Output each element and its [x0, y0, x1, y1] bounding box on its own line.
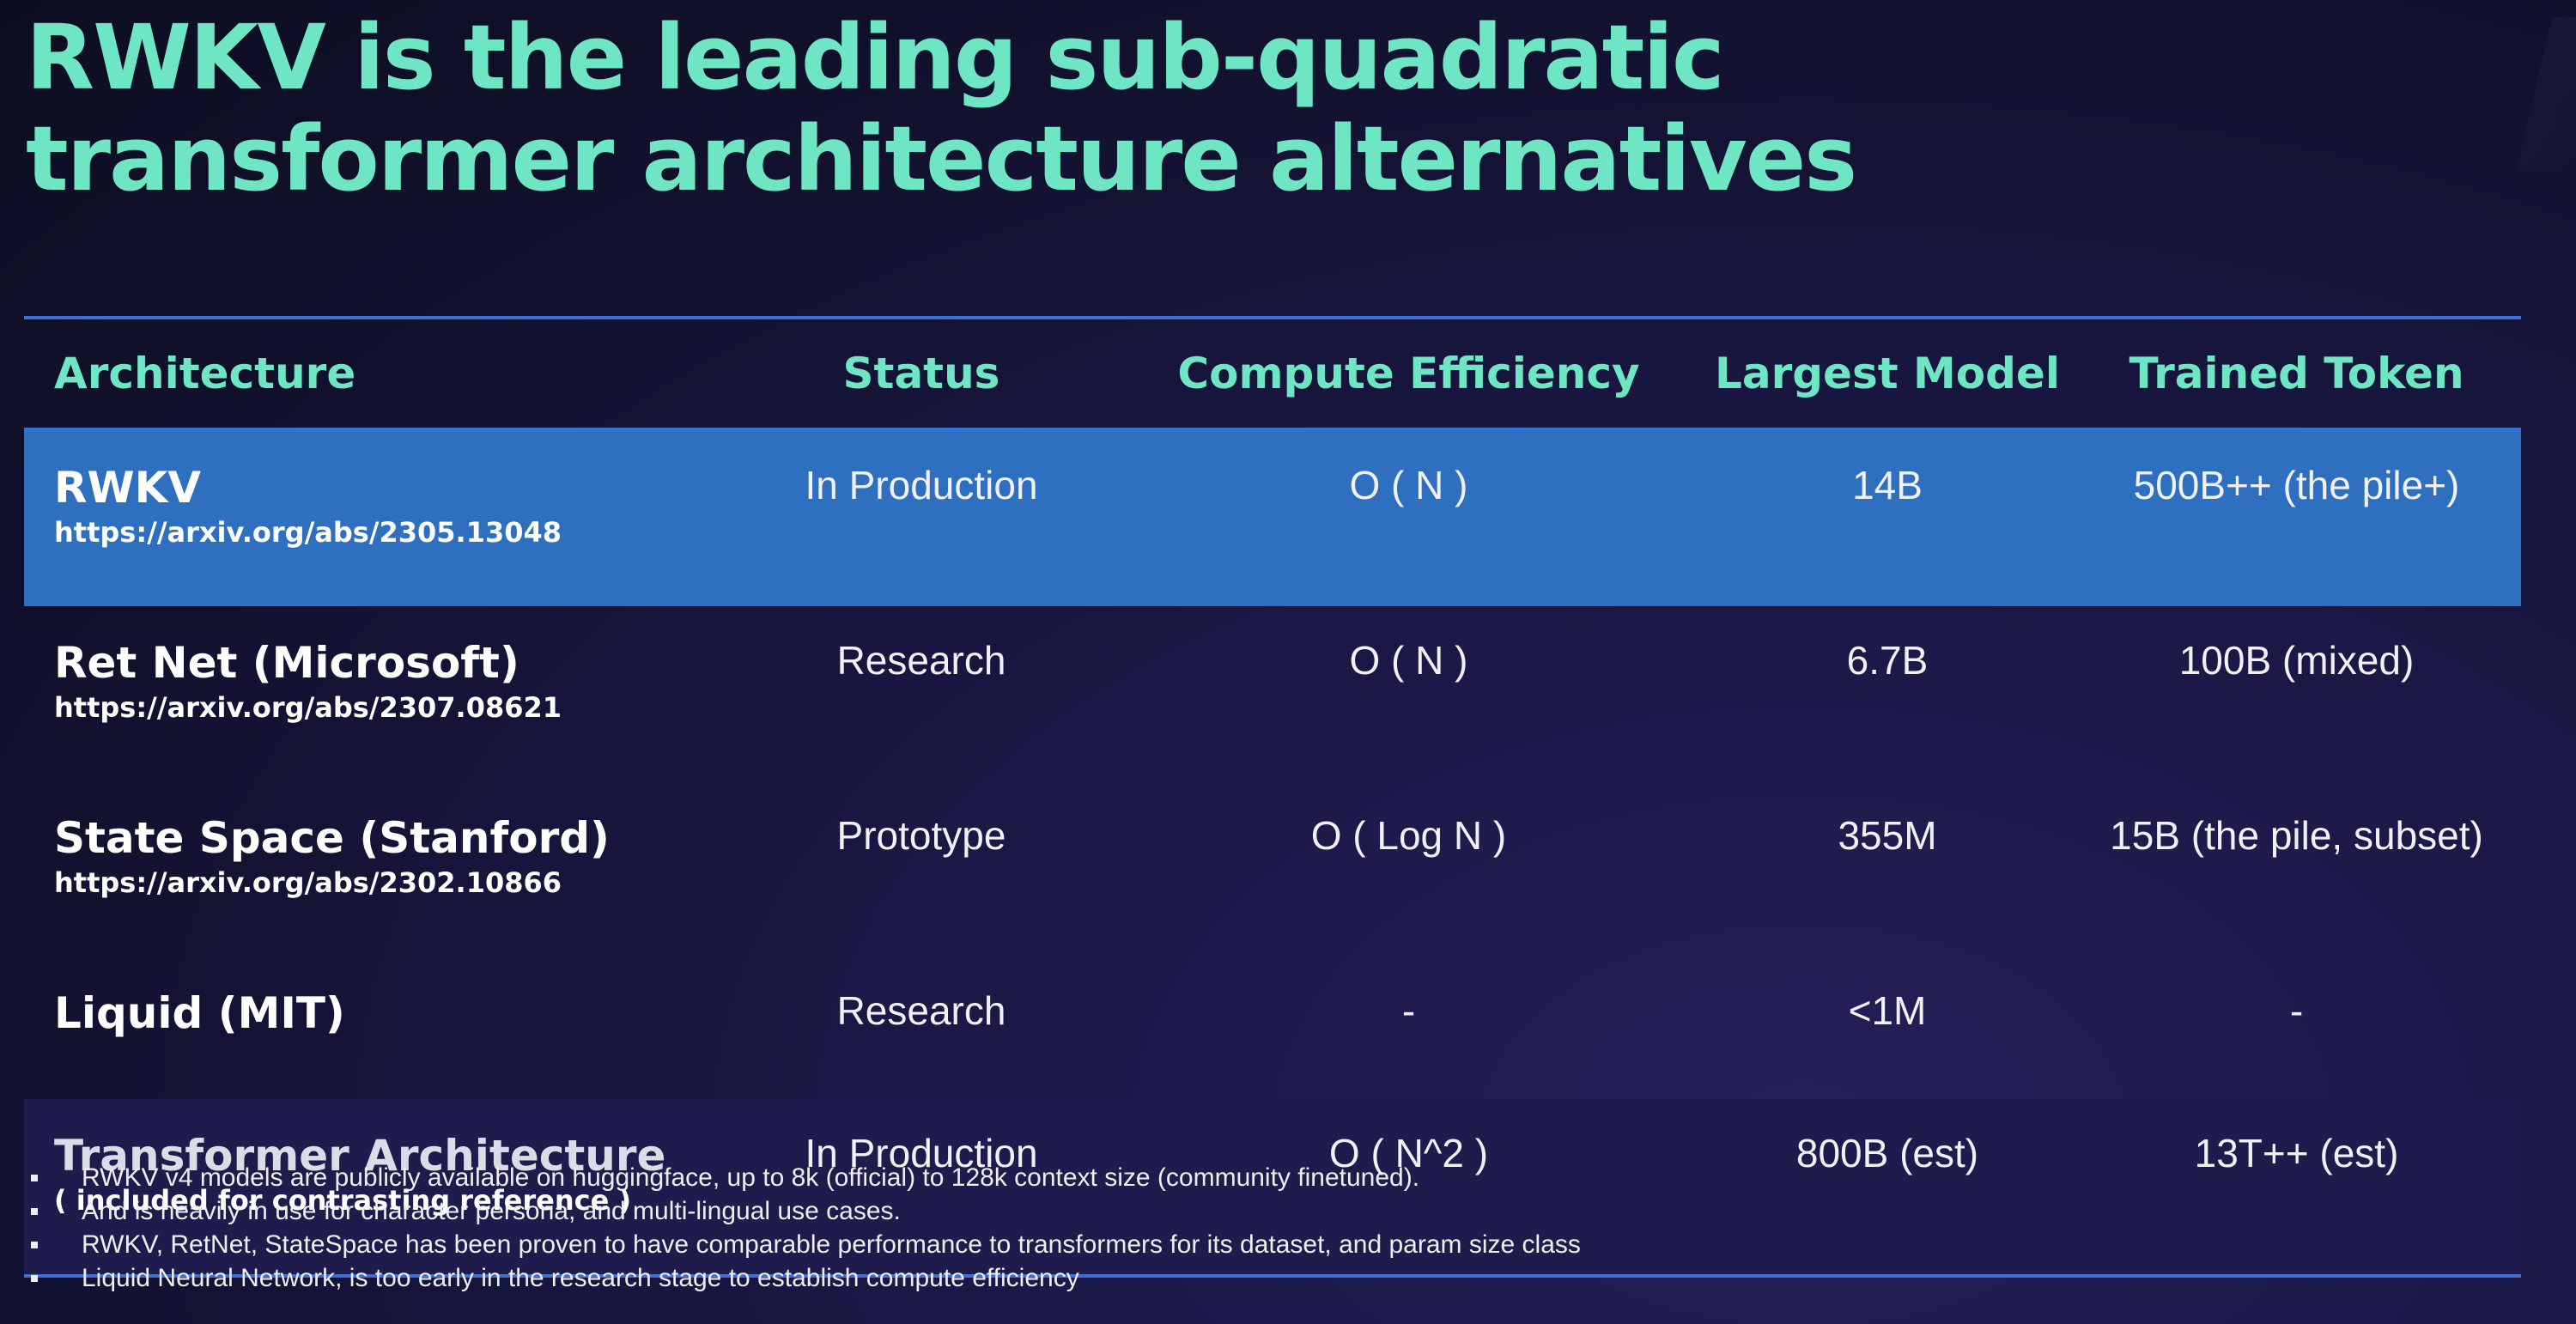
table-header-row: Architecture Status Compute Efficiency L…: [24, 319, 2521, 431]
footnotes-list: RWKV v4 models are publicly available on…: [26, 1161, 1581, 1295]
header-trained-token: Trained Token: [2072, 319, 2521, 431]
slide-title: RWKV is the leading sub-quadratic transf…: [26, 5, 1857, 211]
largest-model-cell: 14B: [1703, 429, 2072, 606]
footnote-item: RWKV v4 models are publicly available on…: [26, 1161, 1581, 1194]
architecture-cell: Transformer Architecture ( included for …: [24, 1099, 728, 1274]
status-cell: In Production: [728, 429, 1115, 606]
table-row-state-space: State Space (Stanford) https://arxiv.org…: [24, 781, 2521, 957]
compute-cell: O ( Log N ): [1310, 813, 1507, 858]
compute-cell: O ( N ): [1349, 638, 1468, 683]
architecture-name: RWKV: [54, 463, 202, 513]
compute-cell: O ( N^2 ): [1115, 1099, 1703, 1274]
architecture-name: Transformer Architecture: [54, 1131, 666, 1181]
table-row-transformer: Transformer Architecture ( included for …: [24, 1099, 2521, 1274]
paper-link[interactable]: https://arxiv.org/abs/2307.08621: [54, 691, 562, 724]
largest-model-cell: 800B (est): [1703, 1099, 2072, 1274]
architecture-cell: Liquid (MIT): [24, 957, 728, 1099]
status-cell: Research: [836, 638, 1006, 683]
trained-token-cell: -: [2289, 988, 2304, 1033]
paper-link[interactable]: https://arxiv.org/abs/2305.13048: [54, 516, 562, 549]
footnote-item: And is heavily in use for character pers…: [26, 1194, 1581, 1228]
largest-model-cell: <1M: [1848, 988, 1927, 1033]
table-row-liquid: Liquid (MIT) Research - <1M -: [24, 957, 2521, 1099]
header-compute-efficiency: Compute Efficiency: [1115, 319, 1703, 431]
architecture-name: Liquid (MIT): [54, 988, 345, 1038]
footnote-item: Liquid Neural Network, is too early in t…: [26, 1261, 1581, 1295]
table-row-rwkv: RWKV https://arxiv.org/abs/2305.13048 In…: [24, 429, 2521, 606]
trained-token-cell: 13T++ (est): [2072, 1099, 2521, 1274]
largest-model-cell: 355M: [1838, 813, 1937, 858]
largest-model-cell: 6.7B: [1846, 638, 1929, 683]
architecture-name: State Space (Stanford): [54, 813, 610, 863]
table-row-retnet: Ret Net (Microsoft) https://arxiv.org/ab…: [24, 606, 2521, 781]
corner-decoration: [2516, 17, 2576, 172]
compute-cell: O ( N ): [1115, 429, 1703, 606]
architecture-cell: State Space (Stanford) https://arxiv.org…: [24, 781, 728, 957]
status-cell: Prototype: [836, 813, 1006, 858]
architecture-cell: Ret Net (Microsoft) https://arxiv.org/ab…: [24, 606, 728, 781]
status-cell: Research: [836, 988, 1006, 1033]
compute-cell: -: [1401, 988, 1416, 1033]
trained-token-cell: 500B++ (the pile+): [2072, 429, 2521, 606]
header-status: Status: [728, 319, 1115, 431]
trained-token-cell: 100B (mixed): [2178, 638, 2415, 683]
paper-link[interactable]: https://arxiv.org/abs/2302.10866: [54, 866, 562, 899]
header-architecture: Architecture: [24, 319, 728, 431]
architecture-name: Ret Net (Microsoft): [54, 638, 519, 688]
header-largest-model: Largest Model: [1703, 319, 2072, 431]
architecture-cell: RWKV https://arxiv.org/abs/2305.13048: [24, 429, 728, 606]
reference-note: ( included for contrasting reference ): [54, 1184, 632, 1217]
trained-token-cell: 15B (the pile, subset): [2110, 813, 2483, 858]
footnote-item: RWKV, RetNet, StateSpace has been proven…: [26, 1228, 1581, 1261]
status-cell: In Production: [728, 1099, 1115, 1274]
comparison-table: Architecture Status Compute Efficiency L…: [24, 316, 2521, 1278]
